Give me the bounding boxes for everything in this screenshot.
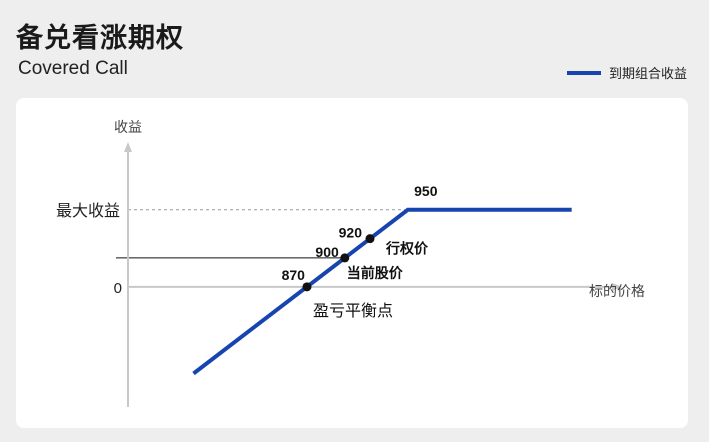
price-label-870: 870: [282, 267, 306, 283]
payoff-line: [192, 207, 572, 376]
price-point-870: [302, 282, 312, 292]
y-axis-label: 收益: [114, 119, 142, 135]
x-axis-label: 标的价格: [589, 283, 645, 299]
page-title: 备兑看涨期权: [16, 23, 184, 53]
strike-price-annotation: 行权价: [385, 241, 429, 257]
legend-label: 到期组合收益: [608, 66, 687, 81]
current-price-annotation: 当前股价: [347, 265, 404, 281]
price-label-950: 950: [414, 183, 438, 199]
legend-swatch: [566, 70, 601, 75]
price-point-900: [340, 253, 350, 263]
page-subtitle: Covered Call: [18, 58, 128, 79]
price-label-920: 920: [339, 225, 363, 241]
breakeven-annotation: 盈亏平衡点: [313, 302, 393, 320]
price-label-900: 900: [315, 244, 339, 260]
price-point-920: [365, 234, 375, 244]
y-tick-label-zero: 0: [114, 280, 122, 297]
y-tick-label-max-profit: 最大收益: [56, 202, 120, 220]
legend: 到期组合收益: [566, 63, 687, 82]
